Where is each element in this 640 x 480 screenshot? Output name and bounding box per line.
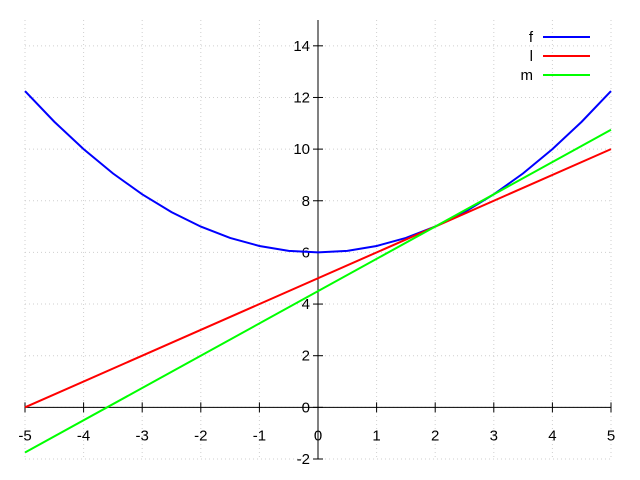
y-tick-label: 8 <box>302 193 310 210</box>
x-tick-label: 0 <box>314 427 322 444</box>
legend-label-m: m <box>521 67 534 84</box>
x-tick-label: -5 <box>18 427 31 444</box>
x-tick-label: 4 <box>548 427 556 444</box>
x-tick-label: -1 <box>253 427 266 444</box>
x-tick-label: -3 <box>136 427 149 444</box>
y-tick-label: 10 <box>293 141 310 158</box>
series-line-l <box>24 148 612 409</box>
x-tick-label: 3 <box>490 427 498 444</box>
series-lines <box>24 90 612 454</box>
y-tick-label: 0 <box>302 399 310 416</box>
legend: flm <box>521 29 590 84</box>
x-tick-label: 2 <box>431 427 439 444</box>
legend-label-l: l <box>530 48 533 65</box>
y-tick-label: 2 <box>302 348 310 365</box>
y-tick-label: 12 <box>293 89 310 106</box>
y-tick-label: 6 <box>302 244 310 261</box>
x-tick-label: 1 <box>372 427 380 444</box>
y-tick-label: -2 <box>297 451 310 468</box>
x-tick-label: -2 <box>194 427 207 444</box>
y-tick-label: 4 <box>302 296 310 313</box>
legend-label-f: f <box>529 29 534 46</box>
series-line-f <box>24 90 612 254</box>
y-tick-label: 14 <box>293 38 310 55</box>
x-tick-label: -4 <box>77 427 90 444</box>
x-tick-label: 5 <box>607 427 615 444</box>
series-line-m <box>24 128 612 454</box>
